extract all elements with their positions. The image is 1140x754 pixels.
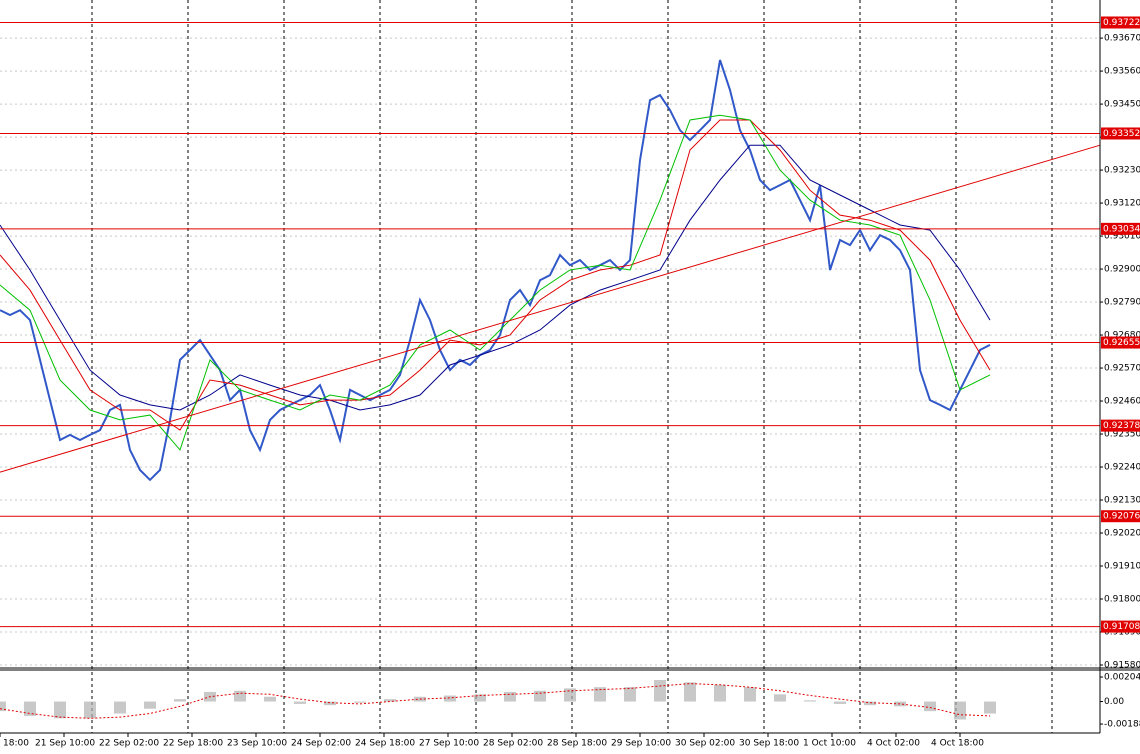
level-label: 0.92076 — [1103, 512, 1140, 522]
y-tick-label: 0.92460 — [1104, 397, 1140, 407]
histogram-bar — [564, 688, 576, 702]
histogram-bar — [0, 701, 6, 712]
histogram-bar — [714, 684, 726, 702]
x-tick-label: 22 Sep 18:00 — [163, 739, 223, 749]
x-tick-label: 28 Sep 18:00 — [547, 739, 607, 749]
x-tick-label: 4 Oct 02:00 — [867, 739, 920, 749]
y-tick-label: 0.92350 — [1104, 430, 1140, 440]
x-tick-label: 30 Sep 18:00 — [739, 739, 799, 749]
level-label: 0.93352 — [1103, 129, 1140, 139]
level-label-box — [1101, 16, 1140, 29]
y-tick-label: 0.93120 — [1104, 199, 1140, 209]
level-label-box — [1101, 419, 1140, 432]
level-label: 0.92378 — [1103, 421, 1140, 431]
y-tick-label: 0.92680 — [1104, 331, 1140, 341]
x-tick-label: 4 Oct 18:00 — [931, 739, 984, 749]
level-label: 0.93034 — [1103, 224, 1140, 234]
level-label: 0.91708 — [1103, 622, 1140, 632]
x-tick-label: 28 Sep 02:00 — [483, 739, 543, 749]
level-label-box — [1101, 336, 1140, 349]
histogram-bar — [504, 691, 516, 702]
histogram-bar — [84, 701, 96, 719]
histogram-bar — [684, 682, 696, 702]
histogram-bar — [984, 701, 996, 714]
histogram-bar — [174, 699, 186, 702]
x-tick-label: 23 Sep 10:00 — [227, 739, 287, 749]
y-tick-label: 0.92900 — [1104, 265, 1140, 275]
histogram-bar — [264, 696, 276, 702]
y-tick-label: 0.93010 — [1104, 232, 1140, 242]
x-tick-label: 30 Sep 02:00 — [675, 739, 735, 749]
histogram-bar — [924, 701, 936, 712]
y-tick-label: 0.91580 — [1104, 661, 1140, 671]
y-tick-label: 0.92020 — [1104, 529, 1140, 539]
histogram-bar — [444, 695, 456, 702]
y-tick-label: 0.92570 — [1104, 364, 1140, 374]
series-line — [0, 144, 991, 411]
histogram-bar — [594, 687, 606, 702]
histogram-bar — [954, 701, 966, 720]
level-label: 0.93722 — [1103, 18, 1140, 28]
histogram-bar — [834, 701, 846, 704]
histogram-bar — [384, 699, 396, 702]
x-tick-label: 27 Sep 10:00 — [419, 739, 479, 749]
x-tick-label: 22 Sep 02:00 — [99, 739, 159, 749]
level-label-box — [1101, 510, 1140, 523]
x-tick-label: 1 Oct 10:00 — [803, 739, 856, 749]
histogram-bar — [234, 690, 246, 702]
y-tick-label: 0.92130 — [1104, 496, 1140, 506]
histogram-bar — [864, 701, 876, 706]
x-tick-label: 24 Sep 18:00 — [355, 739, 415, 749]
histogram-bar — [534, 690, 546, 702]
y-tick-label: 0.00 — [1104, 697, 1124, 707]
y-tick-label: 0.93450 — [1104, 100, 1140, 110]
y-tick-label: 0.93670 — [1104, 34, 1140, 44]
histogram-bar — [294, 701, 306, 704]
level-label-box — [1101, 620, 1140, 633]
y-tick-label: 0.002045 — [1104, 673, 1140, 683]
histogram-bar — [804, 700, 816, 702]
y-tick-label: 0.91910 — [1104, 562, 1140, 572]
y-tick-label: 0.91800 — [1104, 595, 1140, 605]
histogram-bar — [624, 687, 636, 702]
histogram-bar — [114, 701, 126, 714]
x-tick-label: 18:00 — [3, 739, 29, 749]
x-tick-label: 29 Sep 10:00 — [611, 739, 671, 749]
y-tick-label: 0.92240 — [1104, 463, 1140, 473]
series-line — [0, 119, 991, 431]
level-label-box — [1101, 222, 1140, 235]
trend-line — [0, 144, 1101, 473]
histogram-bar — [474, 694, 486, 702]
histogram-bar — [744, 687, 756, 702]
histogram-bar — [774, 694, 786, 702]
histogram-bar — [144, 701, 156, 709]
x-tick-label: 24 Sep 02:00 — [291, 739, 351, 749]
x-tick-label: 21 Sep 10:00 — [35, 739, 95, 749]
histogram-bar — [654, 679, 666, 702]
level-label: 0.92655 — [1103, 338, 1140, 348]
y-tick-label: 0.93230 — [1104, 166, 1140, 176]
y-tick-label: 0.92790 — [1104, 298, 1140, 308]
y-tick-label: 0.93560 — [1104, 67, 1140, 77]
histogram-bar — [324, 701, 336, 706]
y-tick-label: -0.00188 — [1104, 720, 1140, 730]
histogram-bar — [354, 701, 366, 703]
series-line — [0, 114, 991, 451]
level-label-box — [1101, 127, 1140, 140]
histogram-bar — [54, 701, 66, 719]
histogram-bar — [24, 701, 36, 716]
